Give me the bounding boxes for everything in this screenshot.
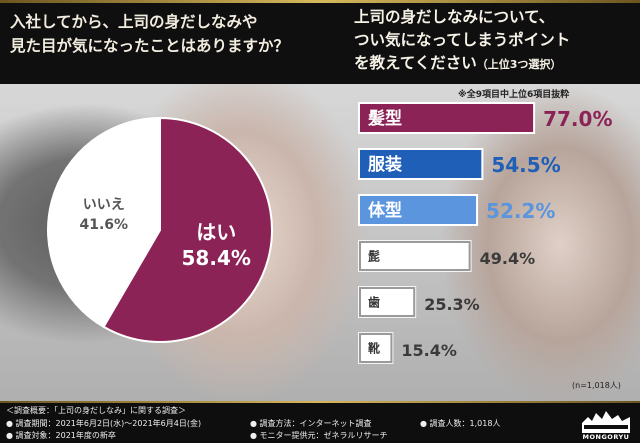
bar-category-0: 髪型 — [367, 108, 402, 129]
bar-4 — [359, 287, 416, 317]
mongoryu-logo-icon — [582, 411, 630, 433]
pie-value-0: 58.4% — [182, 246, 251, 270]
bar-5 — [359, 333, 393, 363]
header: 入社してから、上司の身だしなみや 見た目が気になったことはありますか？ 上司の身… — [0, 0, 640, 84]
footer: ＜調査概要：「上司の身だしなみ」に関する調査＞ ● 調査期間：2021年6月2日… — [0, 401, 640, 443]
pie-chart: はい 58.4% いいえ 41.6% — [40, 110, 280, 350]
logo-text: MONGORYU — [582, 433, 630, 441]
bar-value-4: 25.3% — [424, 295, 480, 314]
bar-category-1: 服装 — [368, 154, 402, 175]
survey-period: ● 調査期間：2021年6月2日(水)～2021年6月4日(金) — [6, 419, 202, 428]
bar-row-1: 服装 54.5% — [358, 148, 561, 180]
survey-title: ＜調査概要：「上司の身だしなみ」に関する調査＞ — [6, 406, 186, 415]
survey-target: ● 調査対象：2021年度の新卒 — [6, 431, 116, 440]
left-question: 入社してから、上司の身だしなみや 見た目が気になったことはありますか？ — [10, 13, 290, 55]
right-question-note: （上位3つ選択） — [476, 58, 562, 71]
bar-value-2: 52.2% — [486, 199, 555, 223]
pie-value-1: 41.6% — [79, 217, 128, 233]
bar-1 — [360, 150, 482, 178]
bar-3 — [359, 241, 471, 271]
bar-0 — [360, 104, 534, 132]
pie-slice-1 — [47, 116, 161, 329]
survey-method: ● 調査方法：インターネット調査 — [250, 419, 372, 428]
bar-value-5: 15.4% — [401, 341, 457, 360]
bar-chart-svg: 髪型 77.0% 服装 54.5% 体型 52.2% 髭 49.4% 歯 25.3% 靴 15.4% — [358, 102, 612, 364]
right-question-text: 上司の身だしなみについて、 つい気になってしまうポイント を教えてください — [354, 8, 571, 72]
survey-provider: ● モニター提供元：ゼネラルリサーチ — [250, 431, 388, 440]
pie-label-1: いいえ — [83, 197, 125, 213]
bar-row-0: 髪型 77.0% — [358, 102, 612, 134]
survey-count: ● 調査人数：1,018人 — [420, 419, 501, 428]
bar-category-3: 髭 — [368, 248, 380, 263]
bar-row-5: 靴 15.4% — [358, 332, 457, 364]
bar-2 — [360, 196, 477, 224]
pie-label-0: はい — [196, 220, 236, 244]
header-rule — [0, 0, 640, 3]
bar-category-2: 体型 — [368, 200, 402, 221]
bar-category-4: 歯 — [368, 294, 380, 309]
bar-category-5: 靴 — [368, 340, 380, 355]
footer-rule — [0, 401, 640, 403]
bar-value-3: 49.4% — [480, 249, 536, 268]
sample-size-note: (n=1,018人) — [572, 381, 621, 390]
bar-row-3: 髭 49.4% — [358, 240, 535, 272]
right-question: 上司の身だしなみについて、 つい気になってしまうポイント を教えてください（上位… — [354, 6, 640, 76]
bar-value-0: 77.0% — [543, 107, 612, 131]
bar-value-1: 54.5% — [491, 153, 560, 177]
top-note: ※全9項目中上位6項目抜粋 — [458, 90, 570, 100]
bar-row-4: 歯 25.3% — [358, 286, 480, 318]
pie-slice-0 — [102, 116, 273, 343]
bar-row-2: 体型 52.2% — [358, 194, 555, 226]
